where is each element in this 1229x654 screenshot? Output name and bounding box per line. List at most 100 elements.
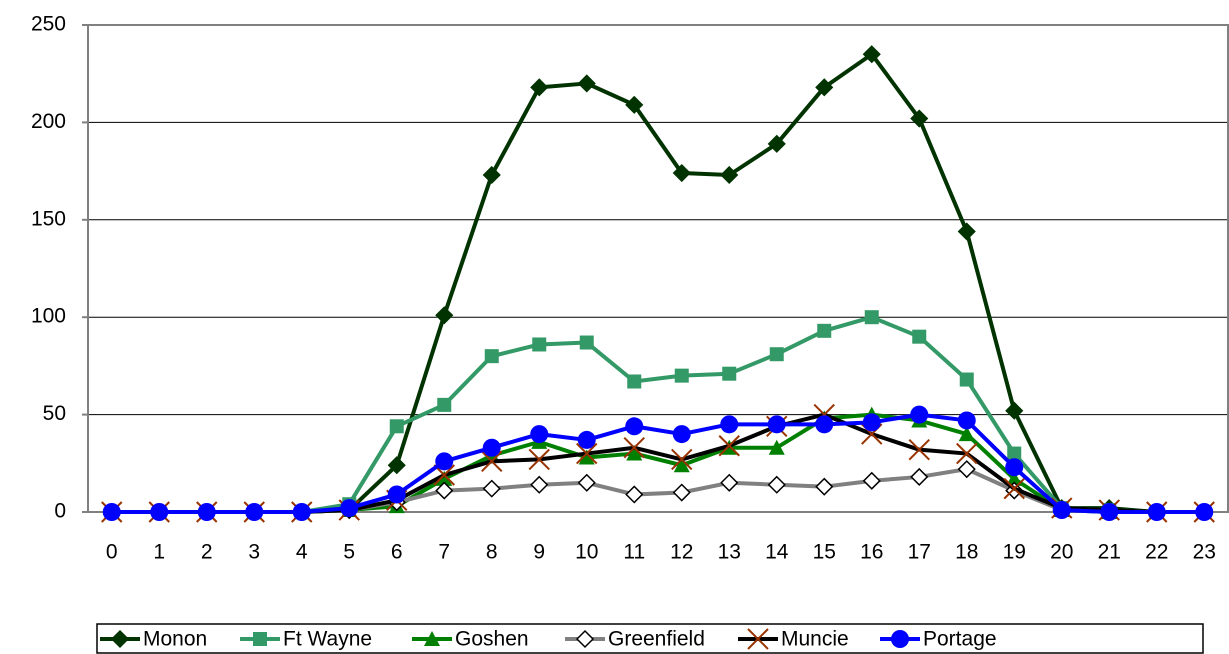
marker — [956, 442, 978, 465]
marker — [578, 449, 595, 465]
y-tick-label: 250 — [31, 13, 66, 36]
marker — [1195, 503, 1214, 521]
marker — [575, 629, 595, 649]
marker — [577, 74, 596, 93]
marker — [957, 460, 976, 479]
x-tick-label: 14 — [765, 541, 789, 564]
x-tick-label: 4 — [296, 541, 308, 564]
marker — [1147, 503, 1166, 521]
marker — [340, 499, 359, 518]
marker — [389, 419, 404, 434]
marker — [387, 456, 406, 475]
legend-label: Muncie — [781, 628, 849, 651]
marker — [910, 467, 929, 486]
marker — [674, 368, 689, 383]
marker — [720, 473, 739, 492]
legend-box — [96, 623, 1204, 654]
marker — [623, 437, 645, 459]
marker — [577, 430, 596, 449]
x-tick-label: 7 — [438, 541, 450, 564]
x-tick-label: 5 — [343, 541, 355, 564]
marker — [815, 78, 834, 97]
marker — [435, 452, 454, 471]
marker — [720, 165, 739, 185]
marker — [245, 503, 264, 521]
marker — [908, 438, 930, 461]
marker — [528, 448, 550, 471]
marker — [957, 222, 976, 241]
x-tick-label: 10 — [575, 541, 598, 564]
marker — [482, 165, 501, 185]
legend-item: Ft Wayne — [240, 628, 372, 651]
legend-item: Goshen — [412, 628, 529, 651]
marker — [864, 310, 879, 325]
marker — [672, 163, 691, 183]
marker — [436, 470, 453, 486]
marker — [625, 485, 644, 504]
x-tick-label: 15 — [813, 541, 836, 564]
marker — [532, 337, 547, 352]
marker — [435, 306, 454, 325]
marker — [530, 425, 549, 444]
marker — [484, 349, 499, 364]
legend-item: Greenfield — [565, 628, 705, 651]
y-tick-label: 150 — [31, 207, 66, 230]
marker — [387, 485, 406, 504]
marker — [530, 475, 549, 494]
marker — [579, 335, 594, 350]
x-tick-label: 6 — [391, 541, 403, 564]
marker — [1005, 401, 1024, 420]
marker — [626, 445, 643, 461]
marker — [958, 426, 975, 442]
legend-label: Greenfield — [608, 628, 705, 651]
legend-item: Monon — [100, 628, 207, 651]
marker — [1052, 501, 1071, 520]
marker — [767, 415, 786, 434]
y-tick-label: 200 — [31, 110, 66, 133]
marker — [767, 475, 786, 494]
x-tick-label: 20 — [1050, 541, 1073, 564]
marker — [815, 477, 834, 496]
x-tick-label: 18 — [955, 541, 978, 564]
marker — [482, 438, 501, 457]
marker — [253, 632, 267, 646]
marker — [424, 631, 440, 646]
marker — [722, 366, 737, 381]
x-tick-label: 23 — [1193, 541, 1216, 564]
marker — [1100, 503, 1119, 521]
marker — [720, 415, 739, 434]
x-tick-label: 12 — [670, 541, 693, 564]
x-tick-label: 8 — [486, 541, 498, 564]
marker — [673, 457, 690, 473]
marker — [891, 630, 909, 648]
marker — [1005, 458, 1024, 477]
marker — [671, 448, 693, 471]
legend-label: Portage — [923, 628, 997, 651]
marker — [957, 411, 976, 430]
legend-label: Ft Wayne — [283, 628, 372, 651]
y-tick-label: 50 — [43, 402, 66, 425]
marker — [817, 323, 832, 338]
x-tick-label: 17 — [908, 541, 931, 564]
marker — [767, 134, 786, 153]
marker — [102, 503, 121, 521]
marker — [482, 479, 501, 498]
marker — [1003, 477, 1025, 500]
marker — [627, 374, 642, 389]
marker — [110, 629, 130, 649]
marker — [530, 78, 549, 97]
plot-border — [87, 24, 1229, 513]
marker — [672, 425, 691, 444]
x-tick-label: 19 — [1003, 541, 1026, 564]
x-tick-label: 1 — [153, 541, 165, 564]
marker — [862, 413, 881, 432]
legend-label: Monon — [143, 628, 207, 651]
marker — [292, 503, 311, 521]
marker — [437, 397, 452, 412]
marker — [912, 329, 927, 344]
legend-item: Portage — [880, 628, 997, 651]
marker — [672, 483, 691, 502]
marker — [815, 415, 834, 434]
marker — [150, 503, 169, 521]
